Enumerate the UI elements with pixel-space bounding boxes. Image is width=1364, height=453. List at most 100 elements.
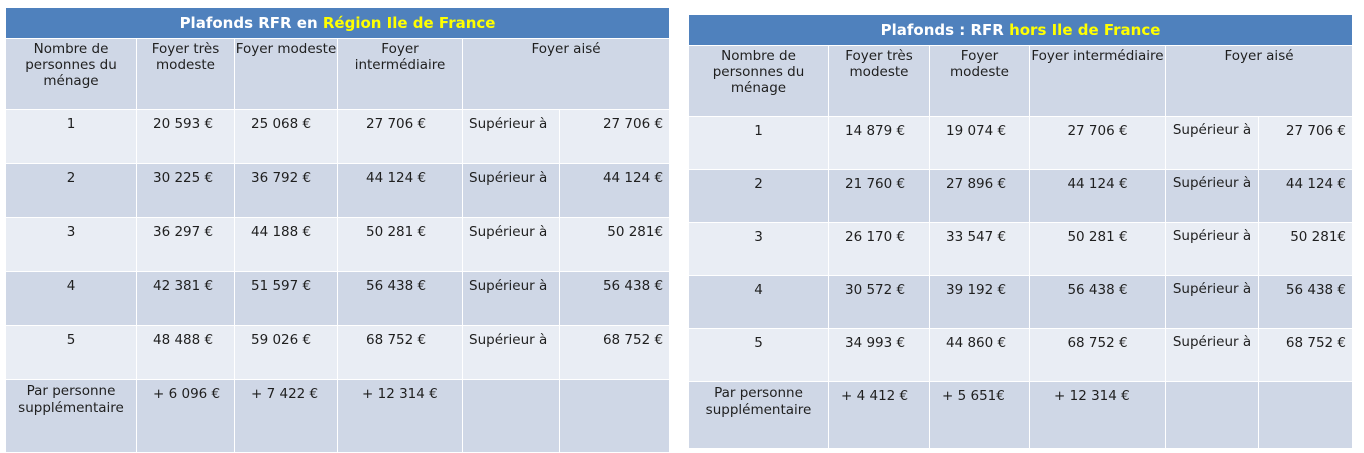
household-size: 1 — [5, 109, 137, 164]
empty-cell — [462, 379, 560, 453]
table-row-extra-person: Par personne supplémentaire + 4 412 € + … — [688, 381, 1354, 449]
wealthy-value: 68 752 € — [1257, 328, 1354, 382]
modest-value: 19 074 € — [929, 116, 1030, 170]
header-household-size: Nombre de personnes du ménage — [688, 45, 829, 117]
wealthy-value: 27 706 € — [558, 109, 671, 164]
header-intermediate: Foyer intermédiaire — [337, 38, 463, 110]
intermediate-value: 50 281 € — [337, 217, 463, 272]
superior-label: Supérieur à — [1165, 169, 1259, 223]
empty-cell — [1165, 381, 1259, 449]
very-modest-value: 14 879 € — [828, 116, 930, 170]
very-modest-value: 42 381 € — [136, 271, 235, 326]
extra-person-label: Par personne supplémentaire — [688, 381, 829, 449]
header-wealthy: Foyer aisé — [461, 38, 671, 110]
superior-label: Supérieur à — [462, 217, 560, 272]
intermediate-extra: + 12 314 € — [337, 379, 463, 453]
household-size: 5 — [5, 325, 137, 380]
empty-cell — [1257, 381, 1354, 449]
wealthy-value: 44 124 € — [1257, 169, 1354, 223]
header-very-modest: Foyer très modeste — [828, 45, 930, 117]
household-size: 4 — [5, 271, 137, 326]
intermediate-extra: + 12 314 € — [1029, 381, 1166, 449]
header-very-modest: Foyer très modeste — [136, 38, 235, 110]
wealthy-value: 27 706 € — [1257, 116, 1354, 170]
modest-value: 33 547 € — [929, 222, 1030, 276]
header-modest: Foyer modeste — [929, 45, 1030, 117]
superior-label: Supérieur à — [462, 325, 560, 380]
very-modest-value: 30 572 € — [828, 275, 930, 329]
intermediate-value: 50 281 € — [1029, 222, 1166, 276]
title-text: Plafonds RFR en — [179, 14, 323, 32]
table-row: 4 42 381 € 51 597 € 56 438 € Supérieur à… — [5, 271, 671, 326]
table-row: 3 26 170 € 33 547 € 50 281 € Supérieur à… — [688, 222, 1354, 276]
title-highlight: Région Ile de France — [322, 14, 496, 32]
table-title: Plafonds RFR en Région Ile de France — [4, 7, 671, 39]
household-size: 1 — [688, 116, 829, 170]
modest-extra: + 7 422 € — [234, 379, 338, 453]
very-modest-value: 26 170 € — [828, 222, 930, 276]
household-size: 4 — [688, 275, 829, 329]
table-row: 5 48 488 € 59 026 € 68 752 € Supérieur à… — [5, 325, 671, 380]
wealthy-value: 56 438 € — [558, 271, 671, 326]
intermediate-value: 44 124 € — [337, 163, 463, 218]
superior-label: Supérieur à — [1165, 328, 1259, 382]
intermediate-value: 27 706 € — [1029, 116, 1166, 170]
very-modest-value: 48 488 € — [136, 325, 235, 380]
header-intermediate: Foyer intermédiaire — [1029, 45, 1166, 117]
superior-label: Supérieur à — [1165, 222, 1259, 276]
modest-value: 27 896 € — [929, 169, 1030, 223]
intermediate-value: 56 438 € — [337, 271, 463, 326]
table-title: Plafonds : RFR hors Ile de France — [687, 14, 1354, 46]
extra-person-label: Par personne supplémentaire — [5, 379, 137, 453]
wealthy-value: 44 124 € — [558, 163, 671, 218]
wealthy-value: 50 281€ — [1257, 222, 1354, 276]
modest-value: 36 792 € — [234, 163, 338, 218]
household-size: 2 — [5, 163, 137, 218]
household-size: 3 — [688, 222, 829, 276]
wealthy-value: 68 752 € — [558, 325, 671, 380]
intermediate-value: 56 438 € — [1029, 275, 1166, 329]
household-size: 5 — [688, 328, 829, 382]
table-row: 2 30 225 € 36 792 € 44 124 € Supérieur à… — [5, 163, 671, 218]
very-modest-value: 34 993 € — [828, 328, 930, 382]
title-highlight: hors Ile de France — [1009, 21, 1161, 39]
header-modest: Foyer modeste — [234, 38, 338, 110]
household-size: 2 — [688, 169, 829, 223]
empty-cell — [558, 379, 671, 453]
table-row-extra-person: Par personne supplémentaire + 6 096 € + … — [5, 379, 671, 453]
wealthy-value: 56 438 € — [1257, 275, 1354, 329]
intermediate-value: 68 752 € — [337, 325, 463, 380]
table-row: 3 36 297 € 44 188 € 50 281 € Supérieur à… — [5, 217, 671, 272]
header-household-size: Nombre de personnes du ménage — [5, 38, 137, 110]
table-row: 4 30 572 € 39 192 € 56 438 € Supérieur à… — [688, 275, 1354, 329]
modest-value: 25 068 € — [234, 109, 338, 164]
modest-extra: + 5 651€ — [929, 381, 1030, 449]
very-modest-value: 20 593 € — [136, 109, 235, 164]
very-modest-value: 30 225 € — [136, 163, 235, 218]
table-row: 2 21 760 € 27 896 € 44 124 € Supérieur à… — [688, 169, 1354, 223]
modest-value: 44 188 € — [234, 217, 338, 272]
very-modest-extra: + 6 096 € — [136, 379, 235, 453]
superior-label: Supérieur à — [462, 271, 560, 326]
modest-value: 44 860 € — [929, 328, 1030, 382]
table-row: 1 20 593 € 25 068 € 27 706 € Supérieur à… — [5, 109, 671, 164]
modest-value: 39 192 € — [929, 275, 1030, 329]
table-row: 1 14 879 € 19 074 € 27 706 € Supérieur à… — [688, 116, 1354, 170]
household-size: 3 — [5, 217, 137, 272]
very-modest-extra: + 4 412 € — [828, 381, 930, 449]
header-wealthy: Foyer aisé — [1164, 45, 1354, 117]
intermediate-value: 68 752 € — [1029, 328, 1166, 382]
title-text: Plafonds : RFR — [880, 21, 1010, 39]
intermediate-value: 44 124 € — [1029, 169, 1166, 223]
modest-value: 51 597 € — [234, 271, 338, 326]
modest-value: 59 026 € — [234, 325, 338, 380]
wealthy-value: 50 281€ — [558, 217, 671, 272]
intermediate-value: 27 706 € — [337, 109, 463, 164]
very-modest-value: 36 297 € — [136, 217, 235, 272]
table-row: 5 34 993 € 44 860 € 68 752 € Supérieur à… — [688, 328, 1354, 382]
rfr-table-hors-ile-de-france: Plafonds : RFR hors Ile de France Nombre… — [687, 14, 1354, 449]
superior-label: Supérieur à — [1165, 275, 1259, 329]
superior-label: Supérieur à — [462, 163, 560, 218]
superior-label: Supérieur à — [462, 109, 560, 164]
very-modest-value: 21 760 € — [828, 169, 930, 223]
